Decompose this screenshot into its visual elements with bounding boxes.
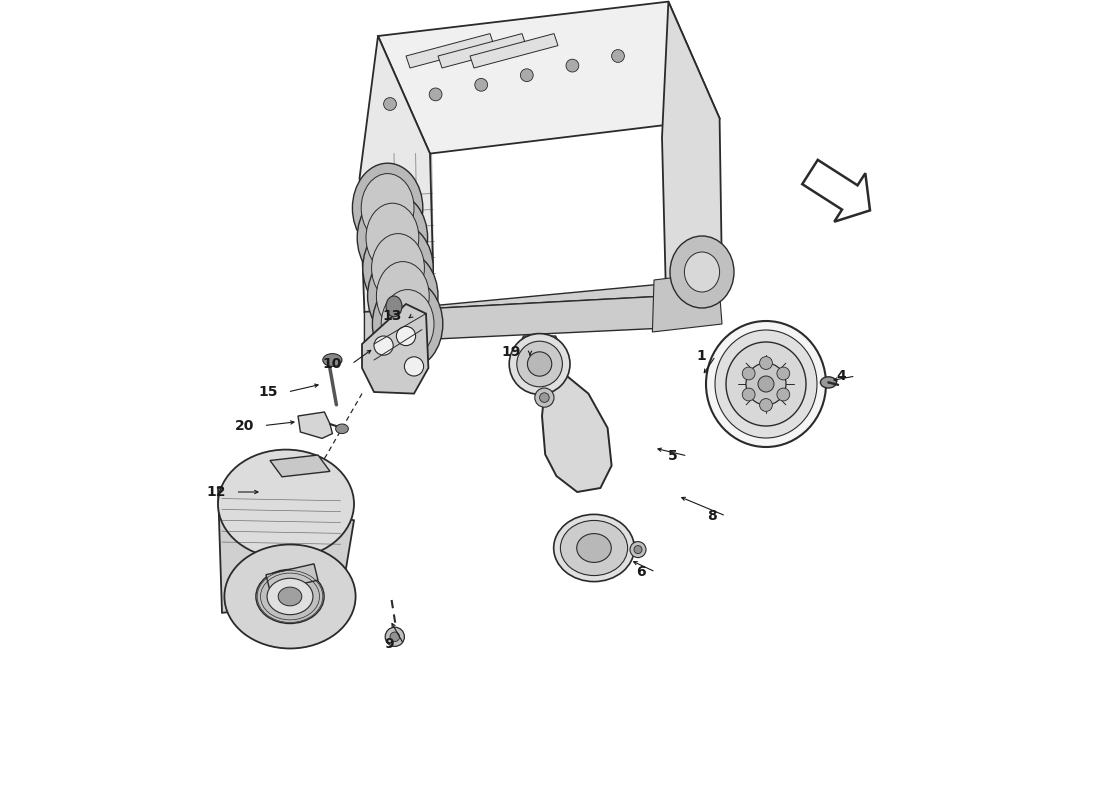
Circle shape — [634, 546, 642, 554]
Polygon shape — [298, 412, 332, 438]
Ellipse shape — [373, 279, 443, 369]
Text: 4: 4 — [836, 369, 846, 383]
Ellipse shape — [336, 424, 349, 434]
Text: 15: 15 — [258, 385, 278, 399]
Circle shape — [475, 78, 487, 91]
Ellipse shape — [527, 352, 552, 376]
Ellipse shape — [726, 342, 806, 426]
Ellipse shape — [386, 296, 402, 317]
Ellipse shape — [363, 223, 433, 313]
Ellipse shape — [684, 252, 719, 292]
Circle shape — [374, 336, 393, 355]
Ellipse shape — [670, 236, 734, 308]
Ellipse shape — [553, 514, 635, 582]
Ellipse shape — [218, 450, 354, 558]
Text: 5: 5 — [669, 449, 678, 463]
Circle shape — [760, 357, 772, 370]
Ellipse shape — [366, 203, 419, 272]
Ellipse shape — [358, 193, 428, 282]
Ellipse shape — [361, 174, 414, 242]
Polygon shape — [662, 2, 722, 296]
Text: 12: 12 — [207, 485, 226, 499]
Polygon shape — [362, 304, 428, 394]
Circle shape — [396, 326, 416, 346]
Circle shape — [540, 393, 549, 402]
Text: 10: 10 — [322, 357, 342, 371]
Text: 6: 6 — [637, 565, 646, 579]
Text: 8: 8 — [706, 509, 716, 523]
Circle shape — [384, 98, 396, 110]
Polygon shape — [218, 488, 354, 613]
Polygon shape — [470, 34, 558, 68]
Ellipse shape — [576, 534, 612, 562]
Ellipse shape — [382, 290, 435, 358]
Circle shape — [390, 632, 399, 642]
Polygon shape — [542, 360, 612, 492]
Ellipse shape — [560, 521, 628, 575]
Ellipse shape — [509, 334, 570, 394]
Polygon shape — [516, 336, 563, 372]
Circle shape — [405, 357, 424, 376]
Circle shape — [760, 398, 772, 411]
Polygon shape — [378, 2, 719, 154]
Circle shape — [742, 367, 755, 380]
Polygon shape — [406, 34, 494, 68]
Circle shape — [385, 627, 405, 646]
Ellipse shape — [367, 251, 438, 341]
Circle shape — [630, 542, 646, 558]
Circle shape — [742, 388, 755, 401]
Circle shape — [520, 69, 534, 82]
Text: 13: 13 — [383, 309, 402, 323]
Ellipse shape — [376, 262, 429, 330]
Ellipse shape — [715, 330, 817, 438]
Ellipse shape — [352, 163, 422, 253]
Ellipse shape — [746, 363, 786, 405]
Ellipse shape — [278, 587, 301, 606]
Ellipse shape — [224, 545, 355, 649]
Ellipse shape — [267, 578, 314, 614]
Ellipse shape — [322, 354, 342, 366]
Text: 1: 1 — [696, 349, 706, 363]
Polygon shape — [438, 34, 526, 68]
Polygon shape — [270, 455, 330, 477]
Polygon shape — [652, 272, 722, 332]
Circle shape — [777, 388, 790, 401]
Circle shape — [429, 88, 442, 101]
Circle shape — [535, 388, 554, 407]
Ellipse shape — [517, 341, 562, 386]
Polygon shape — [802, 160, 870, 222]
Polygon shape — [364, 296, 666, 342]
Polygon shape — [266, 564, 318, 591]
Polygon shape — [560, 536, 642, 556]
Ellipse shape — [372, 234, 425, 302]
Text: 19: 19 — [500, 345, 520, 359]
Ellipse shape — [821, 377, 836, 388]
Circle shape — [566, 59, 579, 72]
Ellipse shape — [706, 321, 826, 447]
Polygon shape — [360, 36, 434, 312]
Ellipse shape — [256, 570, 324, 623]
Text: 9: 9 — [384, 637, 394, 651]
Text: 20: 20 — [234, 418, 254, 433]
Polygon shape — [364, 278, 722, 312]
Circle shape — [612, 50, 625, 62]
Ellipse shape — [758, 376, 774, 392]
Circle shape — [777, 367, 790, 380]
